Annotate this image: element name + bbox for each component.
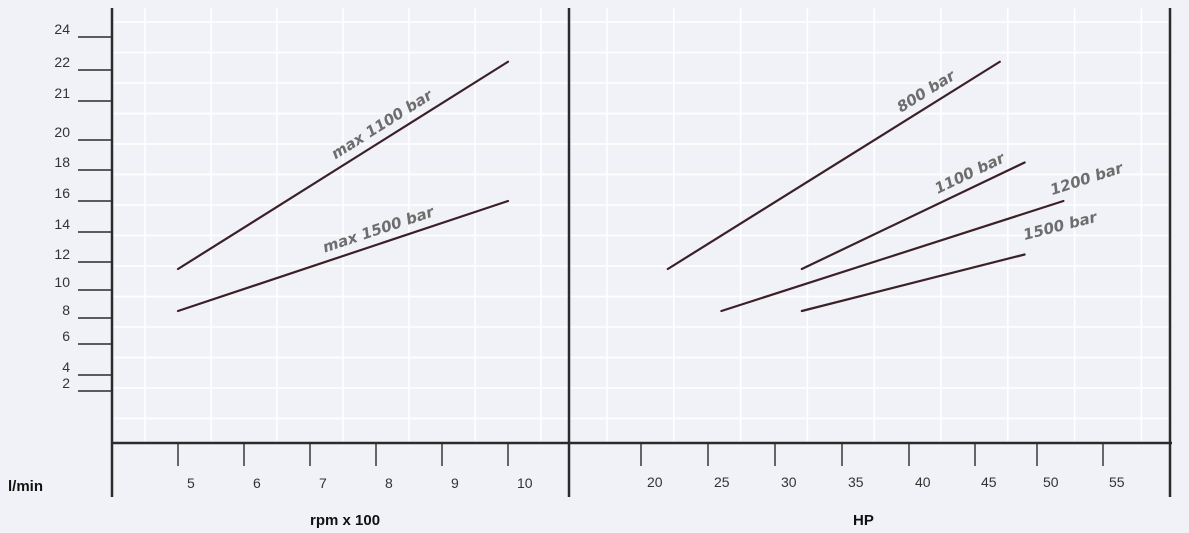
x-tick-label: 6 bbox=[253, 475, 261, 491]
y-tick-label: 24 bbox=[54, 21, 70, 37]
x-tick-label: 45 bbox=[981, 474, 997, 490]
x-tick-label: 7 bbox=[319, 475, 327, 491]
y-tick-label: 12 bbox=[54, 246, 70, 262]
x-tick-label: 35 bbox=[848, 474, 864, 490]
y-tick-label: 21 bbox=[54, 85, 70, 101]
axes bbox=[110, 8, 1172, 497]
x-tick-label: 5 bbox=[187, 475, 195, 491]
series-line bbox=[800, 253, 1026, 313]
y-axis-label: l/min bbox=[8, 478, 43, 495]
y-tick-label: 16 bbox=[54, 185, 70, 201]
x-tick-label: 30 bbox=[781, 474, 797, 490]
x-tick-label: 55 bbox=[1109, 474, 1125, 490]
x-tick-label: 20 bbox=[647, 474, 663, 490]
grid bbox=[112, 8, 1170, 441]
series-line bbox=[176, 60, 510, 271]
x-tick-label: 25 bbox=[714, 474, 730, 490]
y-tick-label: 6 bbox=[62, 328, 70, 344]
series-line bbox=[176, 199, 510, 313]
y-tick-label: 4 bbox=[62, 359, 70, 375]
y-tick-label: 18 bbox=[54, 154, 70, 170]
x-tick-label: 10 bbox=[517, 475, 533, 491]
series-line bbox=[666, 60, 1001, 271]
x-tick-label: 40 bbox=[915, 474, 931, 490]
x-axis-label-rpm: rpm x 100 bbox=[310, 512, 380, 529]
y-tick-label: 2 bbox=[62, 375, 70, 391]
y-tick-label: 22 bbox=[54, 54, 70, 70]
y-tick-label: 20 bbox=[54, 124, 70, 140]
x-tick-label: 8 bbox=[385, 475, 393, 491]
x-tick-label: 9 bbox=[451, 475, 459, 491]
x-tick-label: 50 bbox=[1043, 474, 1059, 490]
y-tick-label: 8 bbox=[62, 302, 70, 318]
series-line bbox=[800, 161, 1026, 271]
series-line bbox=[720, 199, 1065, 313]
y-tick-label: 10 bbox=[54, 274, 70, 290]
x-axis-label-hp: HP bbox=[853, 512, 874, 529]
y-tick-label: 14 bbox=[54, 216, 70, 232]
